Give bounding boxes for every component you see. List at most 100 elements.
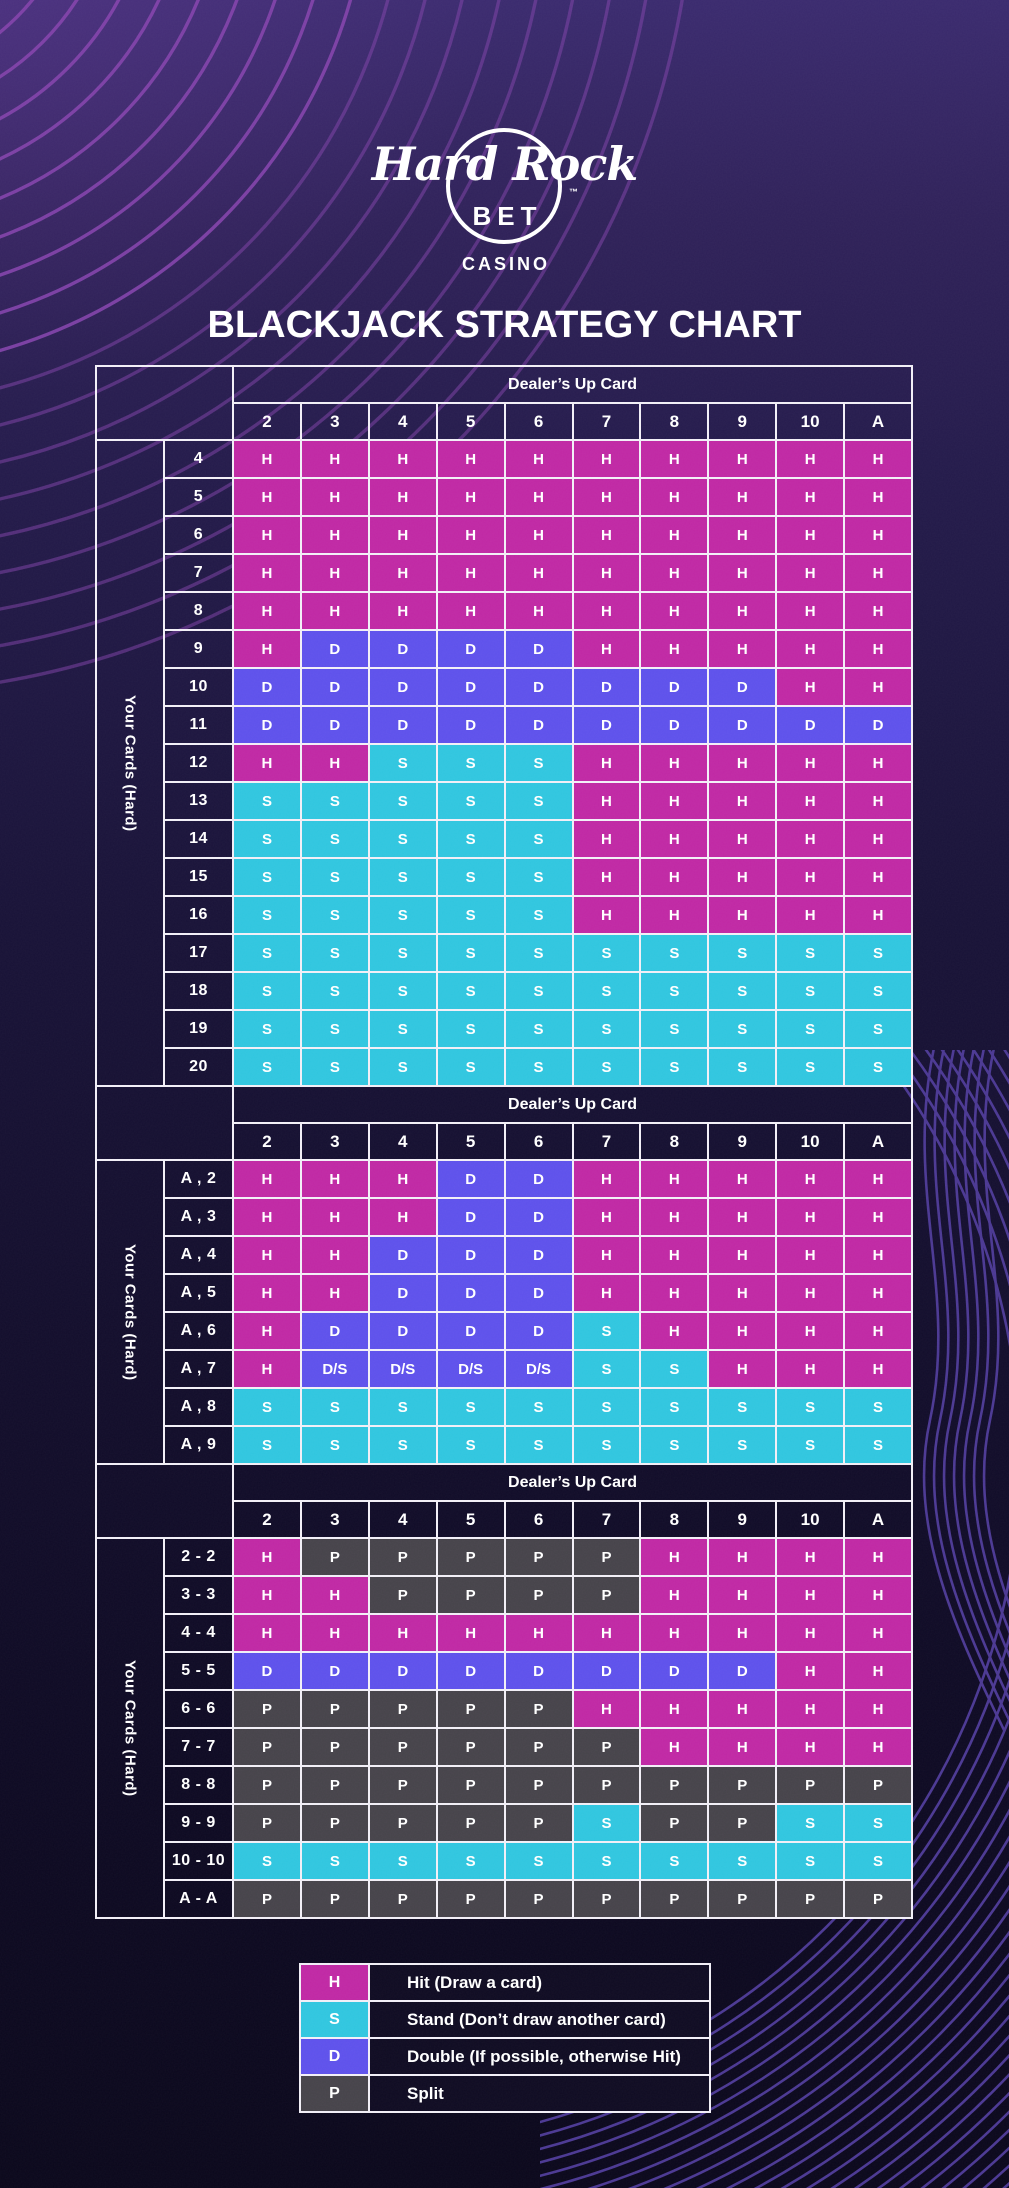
- action-cell: D: [233, 706, 301, 744]
- dealer-header-cell: Dealer’s Up Card: [233, 1086, 912, 1123]
- hand-label: A , 4: [164, 1236, 233, 1274]
- action-cell: S: [572, 1350, 641, 1388]
- action-cell: S: [368, 934, 437, 972]
- action-cell: S: [844, 934, 912, 972]
- legend-key-cell: D: [300, 2038, 369, 2075]
- action-cell: S: [436, 1048, 505, 1086]
- action-cell: D: [572, 1652, 641, 1690]
- action-cell: H: [233, 592, 301, 630]
- action-cell: D: [640, 1652, 709, 1690]
- action-cell: H: [233, 630, 301, 668]
- action-cell: H: [640, 1576, 709, 1614]
- action-cell: H: [708, 1312, 777, 1350]
- action-cell: H: [300, 592, 369, 630]
- action-cell: H: [776, 1728, 845, 1766]
- action-cell: H: [233, 1312, 301, 1350]
- action-cell: H: [708, 516, 777, 554]
- action-cell: H: [844, 1198, 912, 1236]
- action-cell: S: [640, 1010, 709, 1048]
- action-cell: P: [640, 1766, 709, 1804]
- action-cell: D: [504, 1236, 573, 1274]
- action-cell: P: [300, 1538, 369, 1576]
- action-cell: S: [504, 744, 573, 782]
- action-cell: D: [300, 706, 369, 744]
- action-cell: S: [233, 858, 301, 896]
- action-cell: H: [233, 554, 301, 592]
- hand-label: 20: [164, 1048, 233, 1086]
- action-cell: H: [844, 630, 912, 668]
- action-cell: H: [436, 1614, 505, 1652]
- action-cell: S: [776, 1426, 845, 1464]
- dealer-col-label: A: [844, 1501, 912, 1538]
- action-cell: H: [708, 744, 777, 782]
- action-cell: H: [844, 896, 912, 934]
- action-cell: P: [504, 1766, 573, 1804]
- action-cell: H: [776, 554, 845, 592]
- action-cell: S: [572, 1426, 641, 1464]
- action-cell: H: [233, 478, 301, 516]
- action-cell: H: [776, 1614, 845, 1652]
- hand-label: 6 - 6: [164, 1690, 233, 1728]
- action-cell: S: [504, 972, 573, 1010]
- action-cell: S: [572, 972, 641, 1010]
- action-cell: H: [708, 554, 777, 592]
- hand-label: 5 - 5: [164, 1652, 233, 1690]
- action-cell: H: [776, 1198, 845, 1236]
- action-cell: H: [572, 744, 641, 782]
- action-cell: H: [844, 1160, 912, 1198]
- action-cell: H: [844, 1538, 912, 1576]
- action-cell: S: [368, 782, 437, 820]
- action-cell: D: [708, 668, 777, 706]
- action-cell: D: [436, 1160, 505, 1198]
- action-cell: S: [776, 934, 845, 972]
- action-cell: P: [233, 1766, 301, 1804]
- action-cell: S: [436, 782, 505, 820]
- action-cell: H: [640, 1312, 709, 1350]
- action-cell: H: [233, 1236, 301, 1274]
- action-cell: H: [776, 668, 845, 706]
- action-cell: H: [300, 744, 369, 782]
- action-cell: H: [233, 1538, 301, 1576]
- dealer-header-cell: Dealer’s Up Card: [233, 1464, 912, 1501]
- dealer-col-label: 5: [436, 1501, 505, 1538]
- action-cell: P: [572, 1576, 641, 1614]
- action-cell: H: [572, 820, 641, 858]
- action-cell: S: [504, 858, 573, 896]
- page-title: BLACKJACK STRATEGY CHART: [207, 304, 802, 346]
- action-cell: S: [233, 972, 301, 1010]
- action-cell: H: [640, 1236, 709, 1274]
- strategy-table-3: Dealer’s Up Card 2 3 4 5 6 7 8 9 10 A Your Cards (H…: [95, 1463, 913, 1919]
- action-cell: H: [233, 1614, 301, 1652]
- action-cell: H: [844, 1576, 912, 1614]
- dealer-col-label: 6: [504, 1123, 573, 1160]
- hand-label: 11: [164, 706, 233, 744]
- hand-label: 2 - 2: [164, 1538, 233, 1576]
- dealer-col-label: 3: [300, 1123, 369, 1160]
- action-cell: S: [708, 972, 777, 1010]
- action-cell: H: [504, 478, 573, 516]
- action-cell: H: [844, 1274, 912, 1312]
- action-cell: H: [844, 782, 912, 820]
- hand-label: 7 - 7: [164, 1728, 233, 1766]
- legend-key-cell: S: [300, 2001, 369, 2038]
- action-cell: H: [708, 1198, 777, 1236]
- hand-label: 7: [164, 554, 233, 592]
- action-cell: S: [436, 1388, 505, 1426]
- dealer-col-label: 6: [504, 403, 573, 440]
- action-cell: D: [300, 630, 369, 668]
- hand-label: 13: [164, 782, 233, 820]
- action-cell: S: [844, 1010, 912, 1048]
- strategy-tables: Dealer’s Up Card 2 3 4 5 6 7 8 9 10 A Your Cards (H…: [95, 365, 913, 1919]
- dealer-col-label: 5: [436, 1123, 505, 1160]
- action-cell: H: [572, 782, 641, 820]
- action-cell: H: [844, 1690, 912, 1728]
- action-cell: D: [708, 706, 777, 744]
- action-cell: D: [504, 706, 573, 744]
- action-cell: H: [844, 1350, 912, 1388]
- action-cell: S: [776, 1842, 845, 1880]
- action-cell: S: [368, 744, 437, 782]
- action-cell: H: [436, 440, 505, 478]
- action-cell: S: [844, 1804, 912, 1842]
- hand-label: 9 - 9: [164, 1804, 233, 1842]
- action-cell: D: [844, 706, 912, 744]
